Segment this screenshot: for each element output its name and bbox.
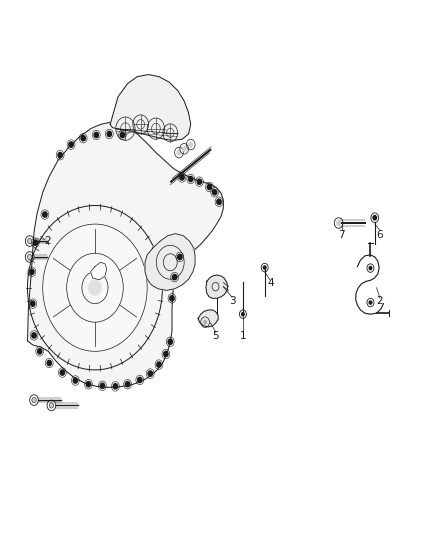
Circle shape xyxy=(242,313,244,316)
Circle shape xyxy=(177,150,181,155)
Text: 3: 3 xyxy=(229,296,235,306)
Circle shape xyxy=(373,216,377,220)
Circle shape xyxy=(94,132,99,138)
Circle shape xyxy=(138,377,142,383)
Polygon shape xyxy=(198,310,218,327)
Text: 7: 7 xyxy=(339,230,345,240)
Circle shape xyxy=(81,135,85,141)
Circle shape xyxy=(203,320,207,324)
Circle shape xyxy=(28,238,32,244)
Polygon shape xyxy=(110,75,191,140)
Circle shape xyxy=(107,131,112,136)
Circle shape xyxy=(38,349,42,354)
Circle shape xyxy=(188,176,193,182)
Circle shape xyxy=(28,254,32,260)
Circle shape xyxy=(100,383,105,389)
Text: 2: 2 xyxy=(45,236,51,246)
Circle shape xyxy=(86,382,91,387)
Circle shape xyxy=(73,378,78,383)
Circle shape xyxy=(43,224,147,351)
Text: 4: 4 xyxy=(267,278,274,288)
Text: 1: 1 xyxy=(240,332,246,342)
Circle shape xyxy=(120,132,124,138)
Circle shape xyxy=(113,384,117,389)
Circle shape xyxy=(173,274,177,280)
Polygon shape xyxy=(206,275,228,298)
Circle shape xyxy=(33,240,38,245)
Circle shape xyxy=(188,142,193,147)
Circle shape xyxy=(31,301,35,306)
Circle shape xyxy=(182,146,186,151)
Circle shape xyxy=(32,398,36,403)
Polygon shape xyxy=(28,122,223,387)
Circle shape xyxy=(148,371,152,376)
Circle shape xyxy=(49,403,53,408)
Circle shape xyxy=(43,212,47,217)
Circle shape xyxy=(369,301,372,304)
Circle shape xyxy=(178,254,182,260)
Circle shape xyxy=(180,175,184,180)
Circle shape xyxy=(207,184,212,190)
Circle shape xyxy=(88,280,102,296)
Circle shape xyxy=(170,296,174,301)
Text: 2: 2 xyxy=(377,296,383,306)
Circle shape xyxy=(58,152,62,158)
Circle shape xyxy=(30,269,34,274)
Text: 5: 5 xyxy=(212,332,219,342)
Circle shape xyxy=(60,370,64,375)
Circle shape xyxy=(168,339,173,344)
Circle shape xyxy=(32,333,36,338)
Circle shape xyxy=(369,266,372,270)
Circle shape xyxy=(263,266,266,269)
Circle shape xyxy=(125,382,130,387)
Circle shape xyxy=(69,142,73,147)
Circle shape xyxy=(217,199,221,205)
Text: 6: 6 xyxy=(377,230,383,240)
Circle shape xyxy=(212,190,217,195)
Polygon shape xyxy=(145,233,195,290)
Polygon shape xyxy=(91,262,107,280)
Circle shape xyxy=(336,220,341,225)
Circle shape xyxy=(157,362,161,367)
Circle shape xyxy=(47,360,51,366)
Circle shape xyxy=(197,179,201,184)
Circle shape xyxy=(164,351,168,357)
